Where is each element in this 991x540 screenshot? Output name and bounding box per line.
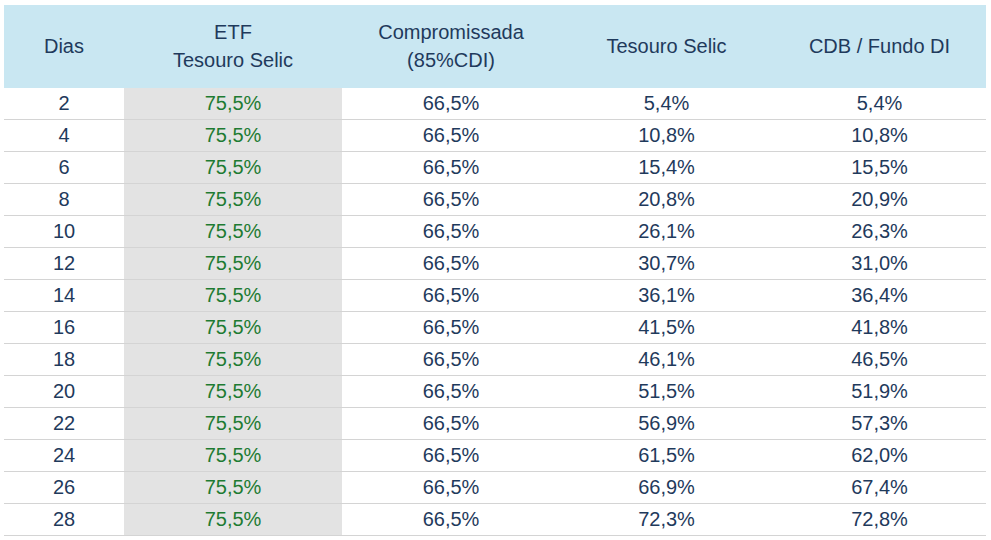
- cell-etf-tesouro-selic: 75,5%: [124, 472, 342, 504]
- cell-dias: 14: [4, 280, 124, 312]
- cell-tesouro-selic: 26,1%: [560, 216, 773, 248]
- header-row: Dias ETF Tesouro Selic Compromissada (85…: [4, 5, 986, 88]
- cell-cdb-fundo-di: 15,5%: [773, 152, 986, 184]
- table-row: 275,5%66,5%5,4%5,4%: [4, 88, 986, 120]
- cell-tesouro-selic: 46,1%: [560, 344, 773, 376]
- cell-dias: 22: [4, 408, 124, 440]
- cell-tesouro-selic: 41,5%: [560, 312, 773, 344]
- cell-etf-tesouro-selic: 75,5%: [124, 280, 342, 312]
- cell-compromissada: 66,5%: [342, 88, 560, 120]
- cell-compromissada: 66,5%: [342, 280, 560, 312]
- cell-etf-tesouro-selic: 75,5%: [124, 152, 342, 184]
- cell-compromissada: 66,5%: [342, 184, 560, 216]
- table-row: 2675,5%66,5%66,9%67,4%: [4, 472, 986, 504]
- cell-dias: 18: [4, 344, 124, 376]
- cell-compromissada: 66,5%: [342, 344, 560, 376]
- cell-tesouro-selic: 20,8%: [560, 184, 773, 216]
- cell-tesouro-selic: 10,8%: [560, 120, 773, 152]
- cell-tesouro-selic: 61,5%: [560, 440, 773, 472]
- cell-tesouro-selic: 51,5%: [560, 376, 773, 408]
- cell-compromissada: 66,5%: [342, 504, 560, 536]
- column-header-etf-tesouro-selic: ETF Tesouro Selic: [124, 5, 342, 88]
- cell-dias: 4: [4, 120, 124, 152]
- cell-tesouro-selic: 5,4%: [560, 88, 773, 120]
- table-row: 1475,5%66,5%36,1%36,4%: [4, 280, 986, 312]
- table-header: Dias ETF Tesouro Selic Compromissada (85…: [4, 5, 986, 88]
- cell-cdb-fundo-di: 5,4%: [773, 88, 986, 120]
- cell-cdb-fundo-di: 31,0%: [773, 248, 986, 280]
- column-header-compromissada: Compromissada (85%CDI): [342, 5, 560, 88]
- cell-tesouro-selic: 66,9%: [560, 472, 773, 504]
- cell-cdb-fundo-di: 57,3%: [773, 408, 986, 440]
- returns-comparison-table-wrap: Dias ETF Tesouro Selic Compromissada (85…: [4, 5, 986, 536]
- table-row: 1875,5%66,5%46,1%46,5%: [4, 344, 986, 376]
- table-row: 1675,5%66,5%41,5%41,8%: [4, 312, 986, 344]
- cell-dias: 10: [4, 216, 124, 248]
- cell-cdb-fundo-di: 67,4%: [773, 472, 986, 504]
- cell-dias: 26: [4, 472, 124, 504]
- cell-cdb-fundo-di: 46,5%: [773, 344, 986, 376]
- cell-dias: 24: [4, 440, 124, 472]
- table-row: 2475,5%66,5%61,5%62,0%: [4, 440, 986, 472]
- cell-etf-tesouro-selic: 75,5%: [124, 312, 342, 344]
- cell-compromissada: 66,5%: [342, 440, 560, 472]
- cell-compromissada: 66,5%: [342, 408, 560, 440]
- table-row: 1075,5%66,5%26,1%26,3%: [4, 216, 986, 248]
- cell-etf-tesouro-selic: 75,5%: [124, 88, 342, 120]
- cell-cdb-fundo-di: 26,3%: [773, 216, 986, 248]
- table-row: 875,5%66,5%20,8%20,9%: [4, 184, 986, 216]
- cell-tesouro-selic: 72,3%: [560, 504, 773, 536]
- cell-compromissada: 66,5%: [342, 216, 560, 248]
- cell-dias: 8: [4, 184, 124, 216]
- table-row: 2875,5%66,5%72,3%72,8%: [4, 504, 986, 536]
- cell-etf-tesouro-selic: 75,5%: [124, 376, 342, 408]
- cell-etf-tesouro-selic: 75,5%: [124, 504, 342, 536]
- column-header-cdb-fundo-di: CDB / Fundo DI: [773, 5, 986, 88]
- table-body: 275,5%66,5%5,4%5,4%475,5%66,5%10,8%10,8%…: [4, 88, 986, 536]
- cell-dias: 6: [4, 152, 124, 184]
- cell-tesouro-selic: 36,1%: [560, 280, 773, 312]
- cell-tesouro-selic: 56,9%: [560, 408, 773, 440]
- cell-etf-tesouro-selic: 75,5%: [124, 248, 342, 280]
- cell-cdb-fundo-di: 62,0%: [773, 440, 986, 472]
- returns-comparison-table: Dias ETF Tesouro Selic Compromissada (85…: [4, 5, 986, 536]
- table-row: 675,5%66,5%15,4%15,5%: [4, 152, 986, 184]
- cell-dias: 12: [4, 248, 124, 280]
- table-row: 2075,5%66,5%51,5%51,9%: [4, 376, 986, 408]
- cell-etf-tesouro-selic: 75,5%: [124, 216, 342, 248]
- column-header-dias: Dias: [4, 5, 124, 88]
- cell-compromissada: 66,5%: [342, 152, 560, 184]
- cell-dias: 28: [4, 504, 124, 536]
- cell-dias: 16: [4, 312, 124, 344]
- table-row: 2275,5%66,5%56,9%57,3%: [4, 408, 986, 440]
- cell-dias: 20: [4, 376, 124, 408]
- cell-etf-tesouro-selic: 75,5%: [124, 184, 342, 216]
- table-row: 475,5%66,5%10,8%10,8%: [4, 120, 986, 152]
- cell-compromissada: 66,5%: [342, 248, 560, 280]
- column-header-tesouro-selic: Tesouro Selic: [560, 5, 773, 88]
- cell-dias: 2: [4, 88, 124, 120]
- cell-compromissada: 66,5%: [342, 312, 560, 344]
- cell-cdb-fundo-di: 72,8%: [773, 504, 986, 536]
- cell-compromissada: 66,5%: [342, 120, 560, 152]
- cell-etf-tesouro-selic: 75,5%: [124, 120, 342, 152]
- table-row: 1275,5%66,5%30,7%31,0%: [4, 248, 986, 280]
- cell-cdb-fundo-di: 36,4%: [773, 280, 986, 312]
- cell-compromissada: 66,5%: [342, 472, 560, 504]
- cell-cdb-fundo-di: 20,9%: [773, 184, 986, 216]
- cell-etf-tesouro-selic: 75,5%: [124, 344, 342, 376]
- cell-tesouro-selic: 15,4%: [560, 152, 773, 184]
- cell-compromissada: 66,5%: [342, 376, 560, 408]
- cell-cdb-fundo-di: 51,9%: [773, 376, 986, 408]
- cell-etf-tesouro-selic: 75,5%: [124, 440, 342, 472]
- cell-cdb-fundo-di: 41,8%: [773, 312, 986, 344]
- cell-tesouro-selic: 30,7%: [560, 248, 773, 280]
- cell-cdb-fundo-di: 10,8%: [773, 120, 986, 152]
- cell-etf-tesouro-selic: 75,5%: [124, 408, 342, 440]
